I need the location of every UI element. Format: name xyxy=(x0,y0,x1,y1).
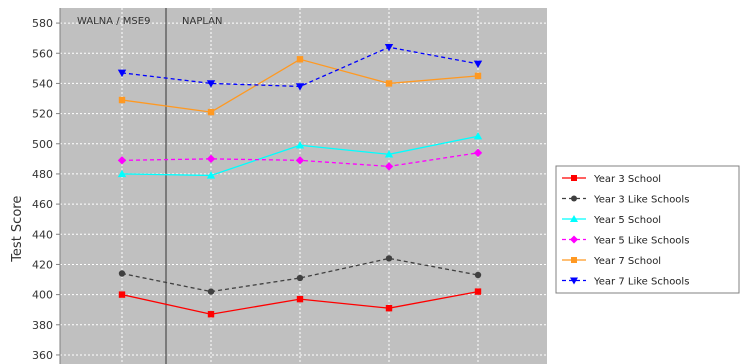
series-group xyxy=(117,44,483,318)
legend-label: Year 5 School xyxy=(593,215,661,226)
legend-box xyxy=(555,165,740,294)
legend-swatch-marker xyxy=(570,277,578,285)
y-tick-label: 460 xyxy=(32,198,53,211)
region-label-naplan: NAPLAN xyxy=(182,16,222,27)
legend: Year 3 School Year 3 Like Schools Year 5 S… xyxy=(555,165,740,294)
legend-item: Year 5 Like Schools xyxy=(562,235,689,247)
data-point xyxy=(473,148,483,158)
data-point xyxy=(118,291,126,298)
data-point xyxy=(206,80,216,88)
series-year-7-like-schools xyxy=(117,44,483,91)
y-tick-label: 440 xyxy=(32,228,53,241)
data-point xyxy=(295,83,305,91)
data-point xyxy=(384,162,394,171)
legend-swatch-marker xyxy=(571,175,577,181)
legend-swatch-marker xyxy=(570,235,578,244)
y-tick-label: 580 xyxy=(32,17,53,30)
data-point xyxy=(296,295,304,303)
data-point xyxy=(385,304,393,312)
data-point xyxy=(207,288,215,295)
data-point xyxy=(206,154,216,164)
data-point xyxy=(117,156,127,165)
legend-item: Year 7 Like Schools xyxy=(562,277,689,288)
data-point xyxy=(474,288,482,295)
legend-swatch-marker xyxy=(571,257,577,263)
legend-item: Year 3 Like Schools xyxy=(562,195,689,206)
legend-label: Year 5 Like Schools xyxy=(593,236,689,247)
y-tick-label: 500 xyxy=(32,138,53,151)
legend-label: Year 7 Like Schools xyxy=(593,277,689,288)
data-point xyxy=(474,72,482,80)
legend-label: Year 3 School xyxy=(593,174,661,185)
y-tick-label: 480 xyxy=(32,168,53,181)
data-point xyxy=(385,255,393,262)
data-point xyxy=(117,169,127,178)
data-point xyxy=(384,44,394,52)
data-point xyxy=(296,56,304,63)
y-tick-label: 400 xyxy=(32,289,53,302)
data-point xyxy=(473,60,483,69)
series-year-7-school xyxy=(118,56,482,116)
data-point xyxy=(473,132,483,140)
data-point xyxy=(117,69,127,78)
y-axis: 360 380 400 420 440 460 480 500 520 540 560 580 xyxy=(32,8,61,364)
data-point xyxy=(384,150,394,158)
legend-item: Year 7 School xyxy=(562,256,661,267)
grid-lines xyxy=(60,8,547,364)
legend-swatch-marker xyxy=(570,215,578,222)
data-point xyxy=(118,96,126,104)
data-point xyxy=(207,108,215,116)
data-point xyxy=(474,271,482,279)
legend-label: Year 7 School xyxy=(593,256,661,267)
data-point xyxy=(296,274,304,282)
legend-label: Year 3 Like Schools xyxy=(593,195,689,206)
data-point xyxy=(207,311,215,318)
series-year-3-like-schools xyxy=(118,255,482,295)
y-tick-label: 360 xyxy=(32,349,53,362)
y-tick-label: 420 xyxy=(32,258,53,271)
y-tick-label: 520 xyxy=(32,108,53,121)
series-line xyxy=(121,257,479,293)
legend-item: Year 5 School xyxy=(562,215,661,226)
data-point xyxy=(295,141,305,149)
data-point xyxy=(385,80,393,87)
y-axis-title: Test Score xyxy=(10,196,25,263)
legend-item: Year 3 School xyxy=(562,174,661,185)
plot-area xyxy=(60,8,547,364)
data-point xyxy=(206,171,216,179)
data-point xyxy=(118,270,126,277)
series-year-5-like-schools xyxy=(117,148,483,171)
y-tick-label: 560 xyxy=(32,47,53,60)
data-point xyxy=(295,156,305,165)
series-year-5-school xyxy=(117,132,483,179)
y-tick-label: 380 xyxy=(32,319,53,332)
region-label-walna: WALNA / MSE9 xyxy=(77,16,150,27)
series-year-3-school xyxy=(118,288,482,318)
y-tick-label: 540 xyxy=(32,77,53,90)
legend-swatch-marker xyxy=(571,195,577,202)
